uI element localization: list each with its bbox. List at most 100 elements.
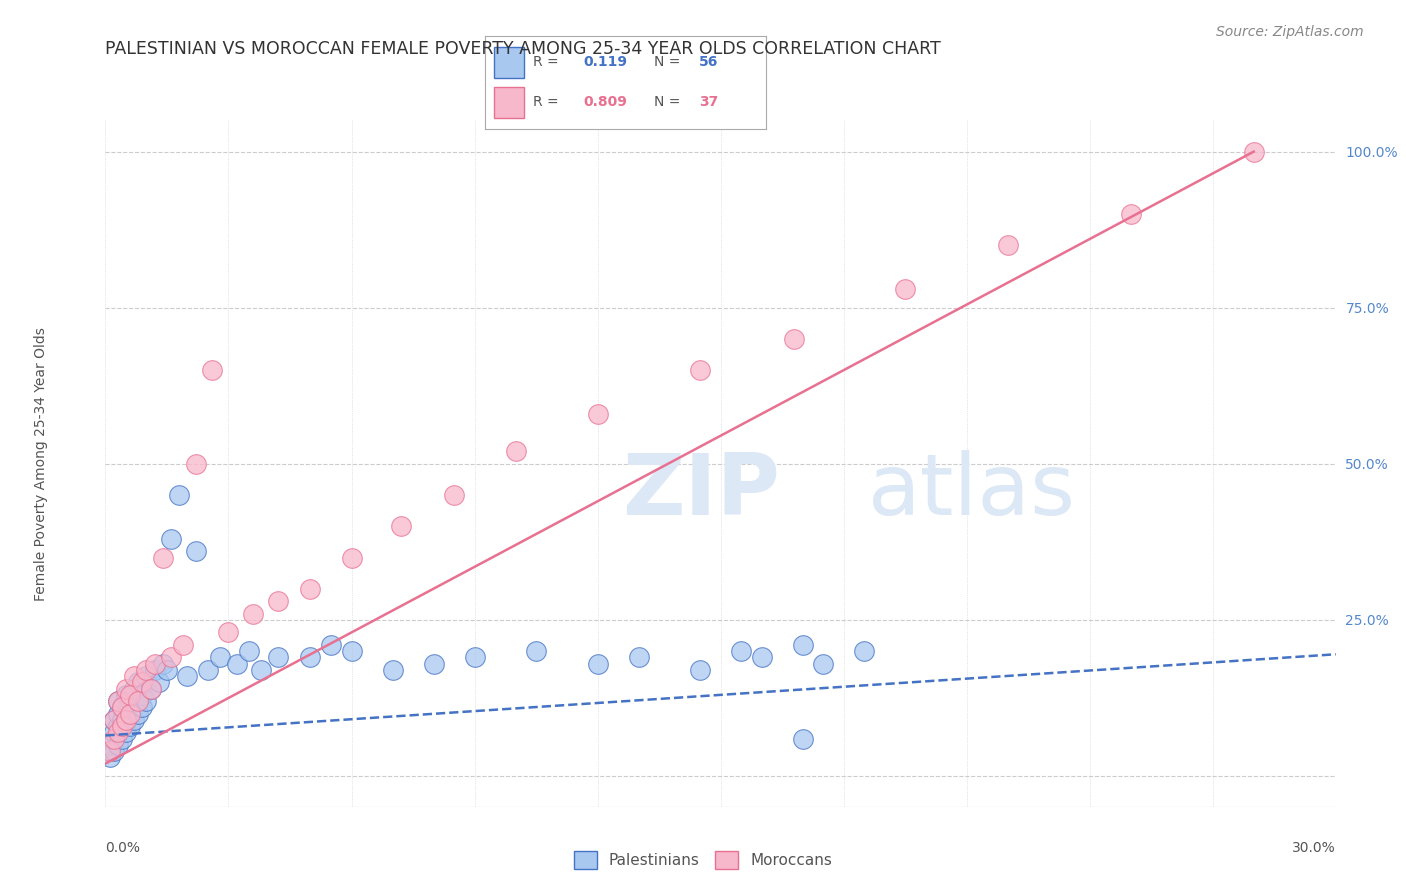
Point <box>107 725 129 739</box>
Point <box>127 694 149 708</box>
Point <box>160 650 183 665</box>
Point <box>209 650 232 665</box>
Legend: Palestinians, Moroccans: Palestinians, Moroccans <box>568 845 838 875</box>
Point <box>792 638 814 652</box>
Point <box>107 738 129 752</box>
Text: 30.0%: 30.0% <box>1292 841 1336 855</box>
Point <box>122 681 145 696</box>
Point <box>422 657 444 671</box>
Point <box>135 694 157 708</box>
Point <box>267 594 290 608</box>
Point <box>176 669 198 683</box>
Point <box>524 644 547 658</box>
Point <box>267 650 290 665</box>
Point <box>127 706 149 721</box>
Text: R =: R = <box>533 95 562 109</box>
Point <box>122 713 145 727</box>
Point <box>340 644 363 658</box>
Point <box>464 650 486 665</box>
Point <box>131 688 153 702</box>
Point <box>751 650 773 665</box>
Point <box>98 744 121 758</box>
Point <box>730 644 752 658</box>
Text: N =: N = <box>654 95 685 109</box>
Point <box>169 488 191 502</box>
Point <box>242 607 264 621</box>
Point <box>997 238 1019 252</box>
Point <box>111 700 134 714</box>
Text: atlas: atlas <box>869 450 1076 533</box>
Point <box>148 675 170 690</box>
Point <box>689 363 711 377</box>
Text: 0.809: 0.809 <box>583 95 627 109</box>
Point <box>184 544 207 558</box>
Point <box>184 457 207 471</box>
Point <box>689 663 711 677</box>
Point <box>1243 145 1265 159</box>
Point <box>156 663 179 677</box>
Point <box>127 675 149 690</box>
Point <box>238 644 260 658</box>
Point <box>131 700 153 714</box>
FancyBboxPatch shape <box>494 47 524 78</box>
Point <box>103 713 125 727</box>
Point <box>340 550 363 565</box>
Point <box>115 713 138 727</box>
Point <box>299 582 322 596</box>
Point <box>143 663 166 677</box>
FancyBboxPatch shape <box>494 87 524 118</box>
Point <box>103 731 125 746</box>
Point <box>103 713 125 727</box>
Text: Source: ZipAtlas.com: Source: ZipAtlas.com <box>1216 25 1364 39</box>
Text: 56: 56 <box>699 55 718 69</box>
Point <box>894 282 917 296</box>
Point <box>225 657 247 671</box>
Point <box>135 669 157 683</box>
Text: 0.119: 0.119 <box>583 55 627 69</box>
Point <box>115 688 138 702</box>
Point <box>111 731 134 746</box>
Point <box>122 669 145 683</box>
Point <box>319 638 342 652</box>
Point <box>160 532 183 546</box>
Text: PALESTINIAN VS MOROCCAN FEMALE POVERTY AMONG 25-34 YEAR OLDS CORRELATION CHART: PALESTINIAN VS MOROCCAN FEMALE POVERTY A… <box>105 40 941 58</box>
Text: ZIP: ZIP <box>621 450 780 533</box>
Point <box>115 681 138 696</box>
Text: N =: N = <box>654 55 685 69</box>
Point <box>107 694 129 708</box>
Point <box>218 625 240 640</box>
Point <box>811 657 834 671</box>
Point <box>201 363 224 377</box>
Point <box>783 332 806 346</box>
Point <box>103 744 125 758</box>
Point <box>1119 207 1142 221</box>
Point <box>250 663 273 677</box>
Point <box>389 519 412 533</box>
Point <box>120 706 141 721</box>
Text: R =: R = <box>533 55 562 69</box>
Point <box>139 681 162 696</box>
Point <box>107 694 129 708</box>
Point <box>98 738 121 752</box>
Point <box>143 657 166 671</box>
Point <box>197 663 219 677</box>
Point <box>152 550 174 565</box>
Point <box>381 663 404 677</box>
Point <box>115 706 138 721</box>
Point <box>115 725 138 739</box>
Point <box>172 638 194 652</box>
Point <box>505 444 527 458</box>
Point <box>792 731 814 746</box>
Point <box>853 644 876 658</box>
Point <box>586 657 609 671</box>
Point <box>120 719 141 733</box>
Point <box>139 681 162 696</box>
Point <box>586 407 609 421</box>
Point <box>103 725 125 739</box>
Point <box>443 488 465 502</box>
Point <box>120 694 141 708</box>
Point <box>131 675 153 690</box>
Point <box>627 650 650 665</box>
Point <box>111 713 134 727</box>
Point <box>299 650 322 665</box>
